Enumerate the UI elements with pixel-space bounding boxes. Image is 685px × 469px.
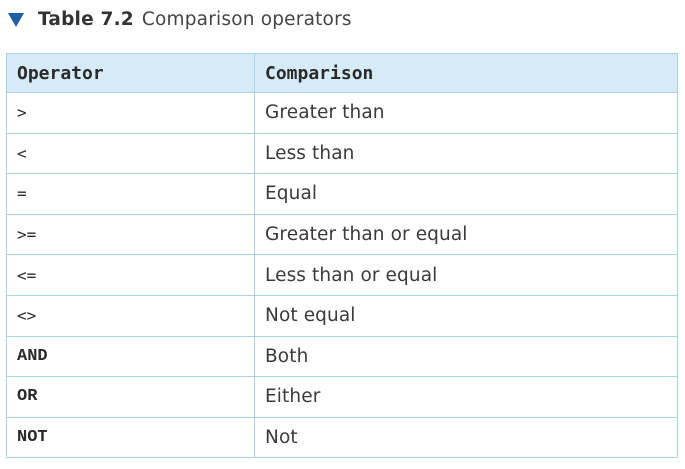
comparison-cell: Not [254,416,678,459]
comparison-cell: Greater than [254,92,678,134]
operator-cell: AND [6,335,255,378]
operator-cell: >= [6,213,255,256]
table-row: = Equal [6,173,678,215]
table-caption: Table 7.2 Comparison operators [8,4,352,34]
comparison-cell: Equal [254,173,678,215]
header-operator: Operator [6,53,255,93]
comparison-cell: Less than [254,132,678,175]
comparison-operators-table: Operator Comparison > Greater than < Les… [6,53,678,459]
comparison-cell: Greater than or equal [254,213,678,256]
table-row: <= Less than or equal [6,254,678,296]
operator-cell: < [6,132,255,175]
table-header-row: Operator Comparison [6,53,678,93]
table-row: NOT Not [6,416,678,459]
table-row: < Less than [6,132,678,175]
operator-cell: NOT [6,416,255,459]
triangle-down-icon [8,13,24,27]
header-comparison: Comparison [254,53,678,93]
table-row: OR Either [6,376,678,418]
comparison-cell: Not equal [254,294,678,337]
comparison-cell: Both [254,335,678,378]
table-row: >= Greater than or equal [6,213,678,256]
table-row: > Greater than [6,92,678,134]
table-row: <> Not equal [6,294,678,337]
caption-title: Comparison operators [141,8,352,30]
comparison-cell: Either [254,376,678,418]
operator-cell: > [6,92,255,134]
operator-cell: <= [6,254,255,296]
operator-cell: OR [6,376,255,418]
operator-cell: = [6,173,255,215]
comparison-cell: Less than or equal [254,254,678,296]
caption-label: Table 7.2 [38,8,134,30]
operator-cell: <> [6,294,255,337]
table-row: AND Both [6,335,678,378]
